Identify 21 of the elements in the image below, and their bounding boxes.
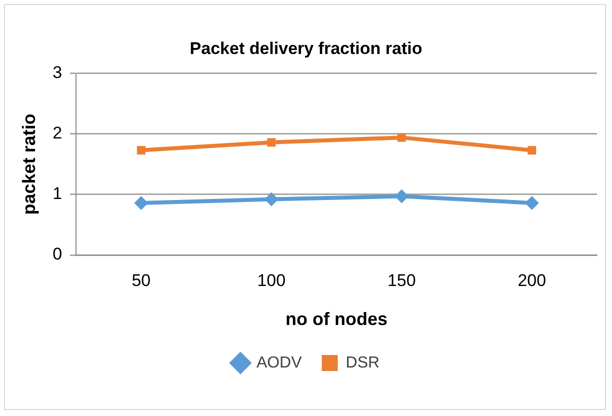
y-tick-label: 2 [52, 124, 62, 143]
point [136, 146, 146, 155]
y-tick-label: 1 [52, 184, 62, 204]
legend-label: DSR [346, 354, 380, 372]
point [267, 138, 276, 147]
x-tick-label: 100 [257, 270, 286, 290]
legend-label: AODV [256, 354, 302, 372]
x-tick-label: 50 [132, 270, 151, 290]
x-tick-label: 150 [387, 270, 416, 290]
point [394, 189, 409, 204]
point [524, 196, 539, 210]
y-tick-label: 3 [52, 63, 62, 82]
point [134, 196, 148, 210]
point [397, 133, 406, 142]
x-axis-title: no of nodes [286, 309, 388, 330]
chart-title: Packet delivery fraction ratio [190, 38, 422, 58]
x-tick-label: 200 [518, 270, 546, 290]
y-axis-title: packet ratio [18, 114, 39, 215]
point [528, 146, 536, 155]
y-tick-label: 0 [52, 244, 62, 264]
point [264, 192, 278, 206]
